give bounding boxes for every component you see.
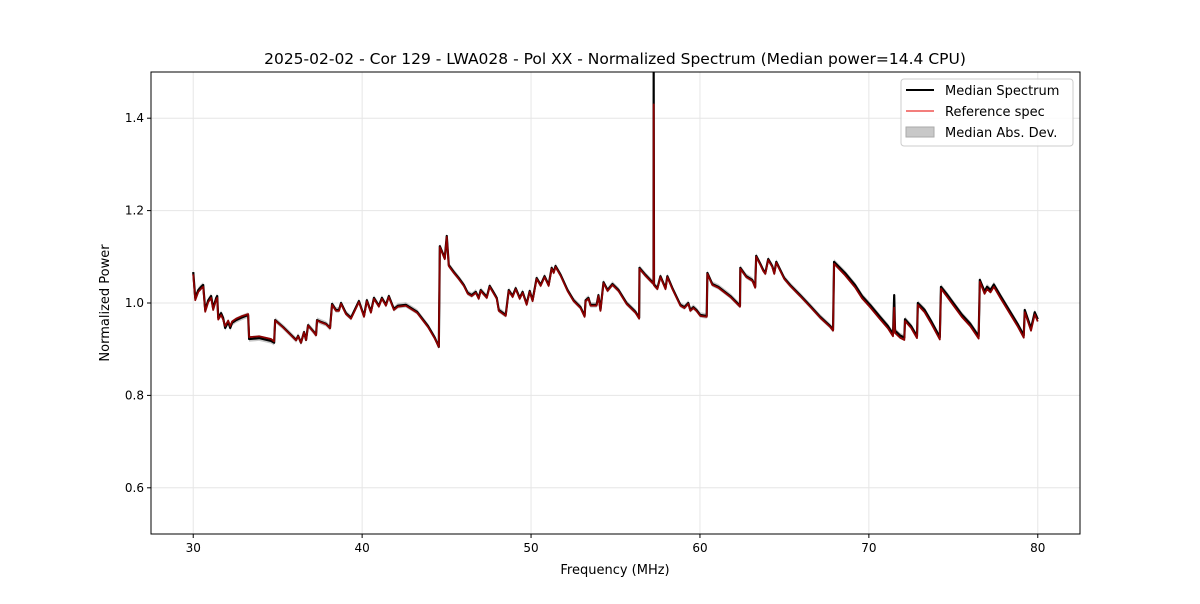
legend-median-label: Median Spectrum xyxy=(945,84,1059,99)
plot-marks xyxy=(192,72,1039,350)
reference-spectrum-line xyxy=(192,103,1039,348)
legend-mad-label: Median Abs. Dev. xyxy=(945,126,1057,141)
chart-title: 2025-02-02 - Cor 129 - LWA028 - Pol XX -… xyxy=(264,50,966,68)
y-tick-label: 1.0 xyxy=(125,296,144,310)
y-axis: 0.6 0.8 1.0 1.2 1.4 xyxy=(125,111,151,495)
x-tick-label: 40 xyxy=(354,541,369,555)
x-tick-label: 30 xyxy=(186,541,201,555)
x-tick-label: 50 xyxy=(523,541,538,555)
legend-mad-swatch xyxy=(905,126,935,138)
legend: Median Spectrum Reference spec Median Ab… xyxy=(900,78,1074,147)
y-axis-label: Normalized Power xyxy=(98,244,113,362)
x-tick-label: 70 xyxy=(861,541,876,555)
x-axis-label: Frequency (MHz) xyxy=(560,563,669,578)
x-axis: 30 40 50 60 70 80 xyxy=(186,534,1045,555)
y-tick-label: 0.6 xyxy=(125,481,144,495)
legend-reference-label: Reference spec xyxy=(945,105,1045,120)
legend-box xyxy=(900,78,1074,147)
y-tick-label: 1.2 xyxy=(125,204,144,218)
x-tick-label: 60 xyxy=(692,541,707,555)
y-tick-label: 0.8 xyxy=(125,388,144,402)
y-tick-label: 1.4 xyxy=(125,111,144,125)
x-tick-label: 80 xyxy=(1030,541,1045,555)
